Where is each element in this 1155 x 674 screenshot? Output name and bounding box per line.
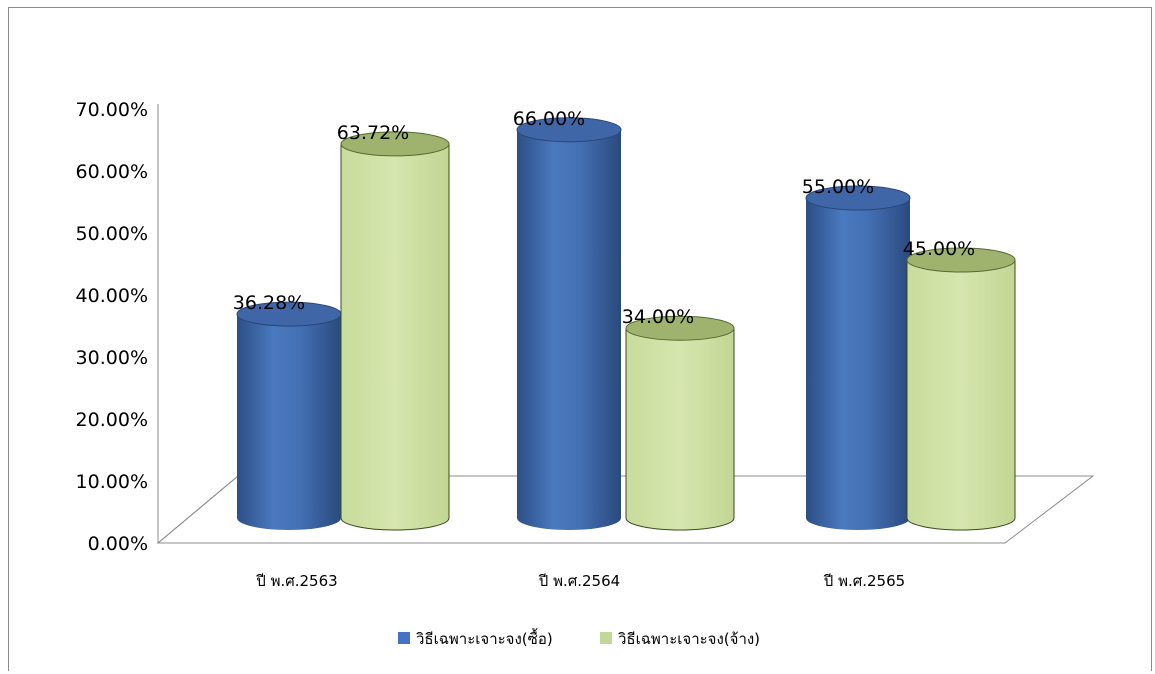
bar-hire-0: [340, 131, 450, 531]
cylinder-body: [517, 129, 621, 531]
x-category-label: ปี พ.ศ.2564: [538, 572, 620, 590]
data-label: 63.72%: [337, 122, 409, 144]
y-tick-label: 50.00%: [76, 223, 148, 245]
cylinder-top: [340, 131, 450, 157]
y-tick-label: 10.00%: [76, 471, 148, 493]
data-label: 45.00%: [903, 238, 975, 260]
legend-item-hire: วิธีเฉพาะเจาะจง(จ้าง): [600, 630, 760, 648]
y-tick-label: 20.00%: [76, 409, 148, 431]
bar-buy-0: [236, 301, 342, 530]
data-label: 34.00%: [622, 306, 694, 328]
legend-label: วิธีเฉพาะเจาะจง(จ้าง): [617, 630, 760, 648]
y-tick-label: 60.00%: [76, 161, 148, 183]
bar-hire-1: [625, 315, 735, 531]
y-tick-label: 0.00%: [88, 533, 148, 555]
cylinder-body: [906, 259, 1016, 531]
cylinder-top: [516, 117, 622, 143]
cylinder-top: [805, 185, 911, 211]
bar-buy-2: [805, 185, 911, 530]
cylinder-top: [625, 315, 735, 341]
data-label: 36.28%: [233, 292, 305, 314]
cylinder-top: [906, 247, 1016, 273]
x-category-label: ปี พ.ศ.2563: [255, 572, 337, 590]
cylinder-body: [237, 314, 341, 530]
y-tick-label: 40.00%: [76, 285, 148, 307]
x-category-label: ปี พ.ศ.2565: [823, 572, 905, 590]
cylinder-body: [625, 327, 735, 531]
legend-swatch: [600, 632, 612, 644]
legend-swatch: [398, 632, 410, 644]
floor-depth-edge: [157, 475, 239, 544]
data-label: 66.00%: [513, 108, 585, 130]
legend-label: วิธีเฉพาะเจาะจง(ซื้อ): [415, 628, 552, 648]
bar-buy-1: [516, 117, 622, 531]
legend-item-buy: วิธีเฉพาะเจาะจง(ซื้อ): [398, 628, 553, 648]
data-label: 55.00%: [802, 176, 874, 198]
y-tick-label: 30.00%: [76, 347, 148, 369]
cylinder-body: [340, 143, 450, 531]
bar-hire-2: [906, 247, 1016, 531]
y-tick-label: 70.00%: [76, 99, 148, 121]
cylinder-body: [806, 198, 910, 530]
